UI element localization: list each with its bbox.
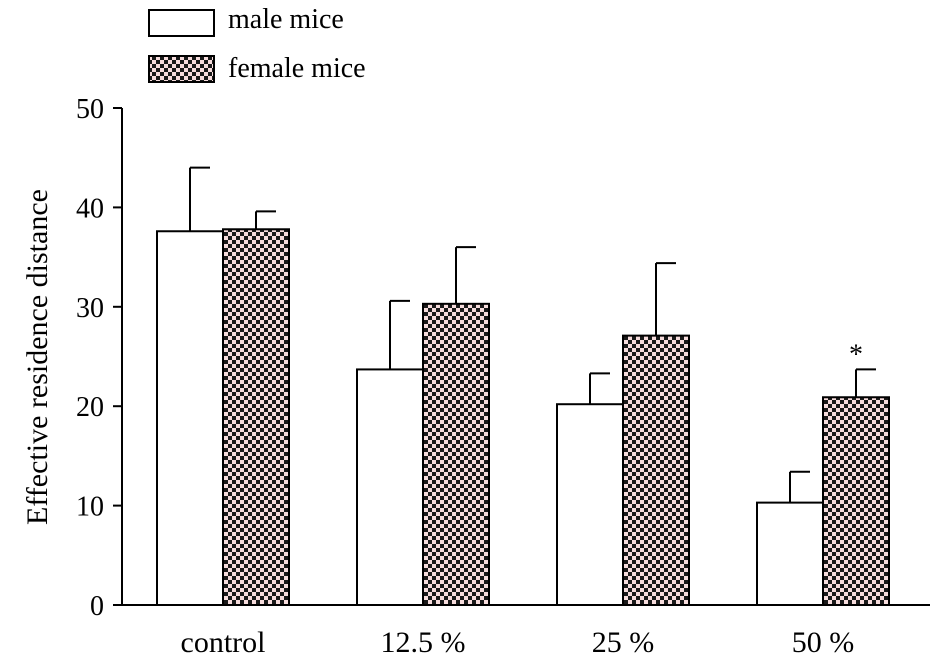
x-axis-labels: control 12.5 % 25 % 50 %: [181, 626, 855, 659]
bar-female-1: [422, 302, 490, 606]
bar-male-0: [156, 230, 224, 606]
error-bars: [189, 166, 876, 503]
significance-marker-0: *: [849, 339, 863, 370]
legend-swatch-male: [148, 9, 215, 37]
y-axis-ticks: 0 10 20 30 40 50: [76, 94, 122, 622]
bar-male-1: [356, 368, 424, 606]
bars: [156, 228, 890, 607]
x-tick-label-3: 50 %: [792, 626, 855, 659]
legend-label-male: male mice: [228, 4, 344, 35]
y-tick-label-50: 50: [76, 94, 104, 125]
legend: male mice female mice: [148, 4, 366, 84]
y-axis-title: Effective residence distance: [21, 189, 54, 525]
legend-swatch-female: [148, 55, 215, 83]
y-tick-label-0: 0: [90, 591, 104, 622]
bar-male-3: [756, 501, 824, 607]
y-tick-label-10: 10: [76, 492, 104, 523]
legend-label-female: female mice: [228, 53, 366, 84]
bar-male-2: [556, 403, 624, 606]
y-tick-label-40: 40: [76, 193, 104, 224]
y-tick-label-20: 20: [76, 392, 104, 423]
x-tick-label-2: 25 %: [592, 626, 655, 659]
bar-female-3: [822, 396, 890, 606]
x-tick-label-0: control: [181, 626, 266, 659]
bar-female-0: [222, 228, 290, 606]
bar-female-2: [622, 334, 690, 606]
y-tick-label-30: 30: [76, 293, 104, 324]
annotations: *: [849, 339, 863, 370]
x-tick-label-1: 12.5 %: [381, 626, 466, 659]
